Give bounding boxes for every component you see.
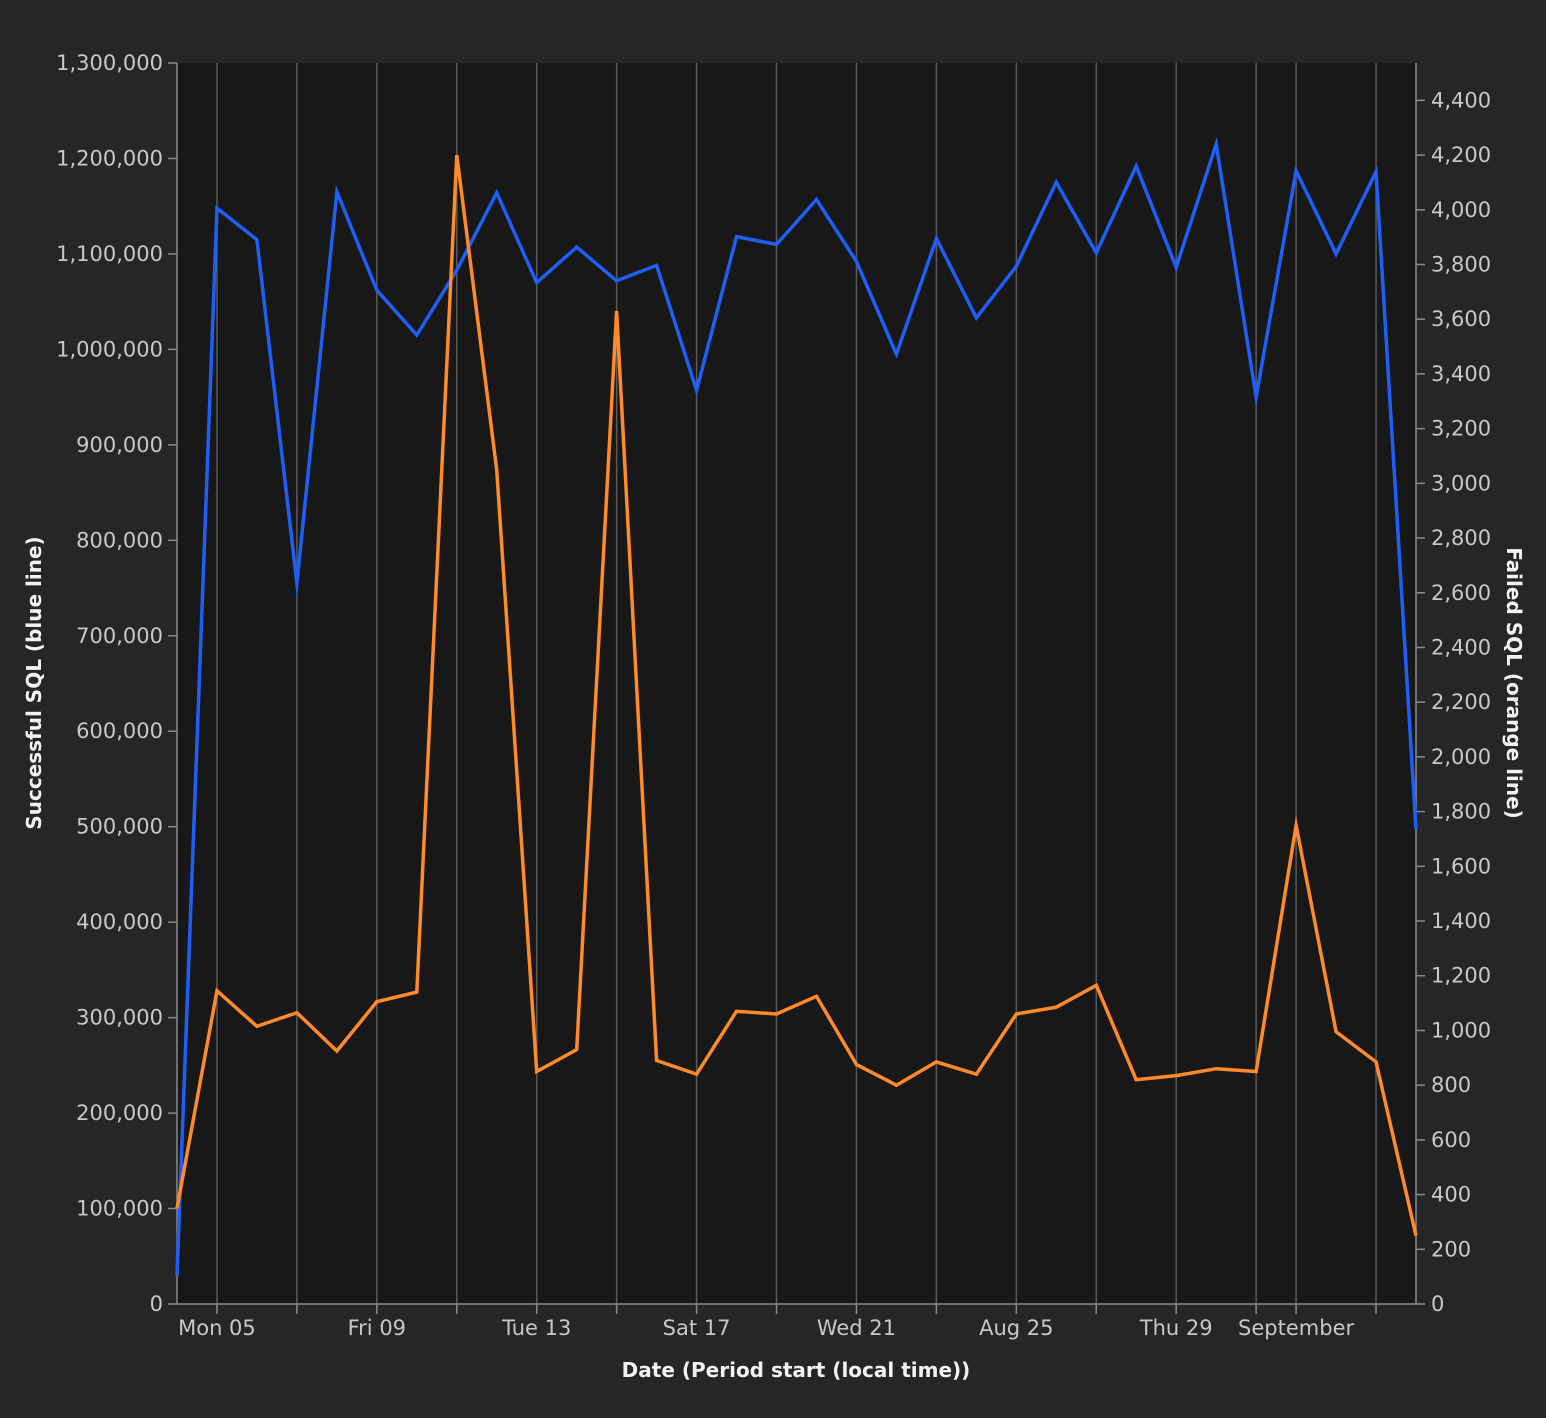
left-y-tick-label: 500,000 [76, 815, 163, 839]
left-y-tick-label: 700,000 [76, 624, 163, 648]
right-y-tick-label: 1,600 [1431, 854, 1491, 878]
right-y-tick-label: 4,000 [1431, 198, 1491, 222]
left-y-tick-label: 800,000 [76, 528, 163, 552]
left-y-tick-label: 400,000 [76, 910, 163, 934]
right-y-tick-label: 3,000 [1431, 471, 1491, 495]
left-y-tick-label: 0 [150, 1292, 163, 1316]
right-y-tick-label: 200 [1431, 1237, 1471, 1261]
left-y-tick-label: 200,000 [76, 1101, 163, 1125]
left-y-tick-label: 1,300,000 [56, 51, 163, 75]
left-y-tick-label: 900,000 [76, 433, 163, 457]
x-tick-label: Sat 17 [663, 1316, 731, 1340]
right-y-tick-label: 3,600 [1431, 307, 1491, 331]
left-y-tick-label: 600,000 [76, 719, 163, 743]
vertical-gridlines [216, 63, 1377, 1304]
right-y-tick-label: 1,200 [1431, 964, 1491, 988]
right-y-tick-label: 2,800 [1431, 526, 1491, 550]
left-y-tick-label: 100,000 [76, 1197, 163, 1221]
plot-area [177, 63, 1416, 1304]
right-y-tick-label: 2,400 [1431, 635, 1491, 659]
failed-sql-line [175, 154, 1418, 1236]
x-tick-label: Mon 05 [178, 1316, 256, 1340]
left-y-tick-label: 1,200,000 [56, 146, 163, 170]
right-y-tick-label: 3,800 [1431, 252, 1491, 276]
right-y-tick-label: 4,400 [1431, 88, 1491, 112]
right-y-tick-label: 4,200 [1431, 143, 1491, 167]
series-layer [175, 136, 1418, 1276]
right-y-tick-label: 0 [1431, 1292, 1444, 1316]
right-y-tick-label: 3,200 [1431, 417, 1491, 441]
right-y-tick-label: 2,600 [1431, 581, 1491, 605]
x-tick-label: Wed 21 [817, 1316, 896, 1340]
x-tick-label: Tue 13 [501, 1316, 571, 1340]
x-tick-label: Fri 09 [348, 1316, 406, 1340]
successful-sql-line [175, 136, 1418, 1276]
right-y-tick-label: 400 [1431, 1183, 1471, 1207]
right-y-tick-label: 600 [1431, 1128, 1471, 1152]
right-y-tick-label: 1,800 [1431, 800, 1491, 824]
right-y-tick-label: 2,000 [1431, 745, 1491, 769]
right-y-tick-label: 800 [1431, 1073, 1471, 1097]
right-y-tick-label: 1,000 [1431, 1018, 1491, 1042]
right-y-tick-label: 3,400 [1431, 362, 1491, 386]
left-y-tick-label: 300,000 [76, 1006, 163, 1030]
left-axis-title: Successful SQL (blue line) [22, 536, 46, 829]
right-y-tick-label: 1,400 [1431, 909, 1491, 933]
x-tick-label: Aug 25 [979, 1316, 1053, 1340]
x-axis-title: Date (Period start (local time)) [622, 1358, 971, 1382]
right-axis-title: Failed SQL (orange line) [1502, 547, 1526, 819]
left-y-tick-label: 1,000,000 [56, 337, 163, 361]
left-y-tick-label: 1,100,000 [56, 242, 163, 266]
axes: Mon 05 Fri 09 Tue 13 Sat 17 Wed 21 Aug 25 Thu … [56, 51, 1491, 1340]
x-tick-label: September [1238, 1316, 1354, 1340]
right-y-tick-label: 2,200 [1431, 690, 1491, 714]
x-tick-label: Thu 29 [1139, 1316, 1213, 1340]
